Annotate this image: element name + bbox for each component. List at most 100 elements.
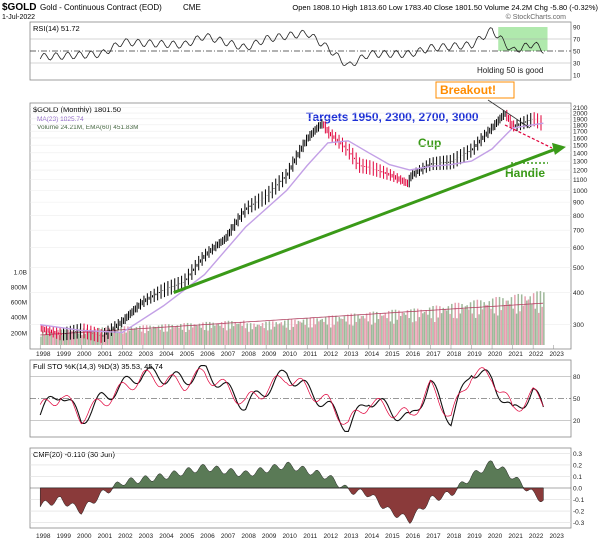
volume-bar xyxy=(362,315,364,345)
date-label: 1-Jul-2022 xyxy=(2,14,35,21)
volume-tick-label: 600M xyxy=(11,300,27,307)
volume-bar xyxy=(186,322,189,345)
rsi-tick-label: 50 xyxy=(573,49,581,56)
price-tick-label: 1100 xyxy=(573,177,587,184)
volume-bar xyxy=(94,328,97,345)
volume-bar xyxy=(52,332,54,345)
volume-bar xyxy=(227,320,230,345)
volume-bar xyxy=(220,322,223,345)
volume-bar xyxy=(278,323,281,345)
volume-bar xyxy=(493,313,496,345)
volume-bar xyxy=(174,326,177,345)
price-tick-label: 900 xyxy=(573,200,584,207)
volume-bar xyxy=(302,319,305,345)
price-legend-3: Volume 24.21M, EMA(60) 451.83M xyxy=(37,124,139,131)
volume-bar xyxy=(473,300,475,345)
symbol-label: $GOLD xyxy=(2,2,36,13)
cmf-tick-label: 0.1 xyxy=(573,474,582,481)
year-label-price: 2021 xyxy=(508,351,523,358)
volume-bar xyxy=(116,327,119,345)
volume-bar xyxy=(292,326,295,345)
volume-bar xyxy=(497,315,499,345)
volume-bar xyxy=(444,309,446,345)
volume-bar xyxy=(503,304,506,345)
volume-bar xyxy=(423,311,426,345)
trendline-arrow xyxy=(551,142,566,155)
volume-bar xyxy=(142,325,144,345)
year-label-cmf: 2004 xyxy=(159,533,174,540)
exchange-label: CME xyxy=(183,3,201,12)
year-label-cmf: 2012 xyxy=(324,533,339,540)
targets-annotation: Targets 1950, 2300, 2700, 3000 xyxy=(306,110,479,124)
year-label-price: 2018 xyxy=(447,351,462,358)
volume-bar xyxy=(53,330,56,345)
volume-bar xyxy=(255,326,257,345)
volume-bar xyxy=(347,314,349,345)
volume-bar xyxy=(468,309,470,345)
sto-tick-label: 20 xyxy=(573,418,581,425)
volume-bar xyxy=(324,317,327,345)
volume-bar xyxy=(268,321,271,345)
cmf-tick-label: -0.3 xyxy=(573,520,585,527)
volume-bar xyxy=(265,321,267,345)
volume-bar xyxy=(251,329,254,345)
volume-bar xyxy=(405,314,407,345)
volume-bar xyxy=(290,319,293,345)
volume-bar xyxy=(110,330,112,345)
volume-bar xyxy=(260,326,262,345)
volume-bar xyxy=(422,313,424,345)
volume-bar xyxy=(330,327,332,345)
volume-bar xyxy=(415,321,417,345)
price-tick-label: 1700 xyxy=(573,129,588,136)
volume-bar xyxy=(285,327,288,345)
volume-bar xyxy=(462,309,465,345)
volume-bar xyxy=(364,318,366,345)
volume-bar xyxy=(451,303,453,345)
volume-bar xyxy=(280,322,283,345)
volume-bar xyxy=(514,294,516,345)
volume-bar xyxy=(258,324,260,345)
volume-bar xyxy=(99,333,102,345)
volume-bar xyxy=(246,323,248,345)
volume-bar xyxy=(488,301,491,345)
volume-bar xyxy=(275,322,277,345)
volume-bar xyxy=(352,325,354,345)
volume-bar xyxy=(341,319,344,345)
volume-bar xyxy=(81,335,83,345)
year-label-cmf: 2005 xyxy=(180,533,195,540)
volume-bar xyxy=(207,330,209,345)
volume-bar xyxy=(203,330,206,345)
volume-bar xyxy=(295,324,298,345)
price-tick-label: 1800 xyxy=(573,122,588,129)
volume-bar xyxy=(243,320,245,345)
price-tick-label: 1400 xyxy=(573,150,588,157)
volume-bar xyxy=(208,321,211,345)
sto-k-line xyxy=(39,365,544,432)
volume-bar xyxy=(133,328,136,345)
volume-bar xyxy=(120,326,122,345)
volume-bar xyxy=(55,333,58,345)
volume-bar xyxy=(306,318,308,345)
copyright-label: © StockCharts.com xyxy=(506,13,567,21)
volume-bar xyxy=(459,313,462,345)
volume-bar xyxy=(244,328,247,345)
volume-bar xyxy=(537,312,540,345)
volume-bar xyxy=(301,322,303,345)
description-label: Gold - Continuous Contract (EOD) xyxy=(40,3,162,12)
volume-bar xyxy=(128,330,131,345)
year-label-cmf: 2015 xyxy=(385,533,400,540)
volume-bar xyxy=(48,331,51,345)
volume-bar xyxy=(413,308,416,345)
volume-bar xyxy=(103,334,105,345)
volume-bar xyxy=(430,318,433,345)
volume-bar xyxy=(104,327,107,345)
breakout-annotation: Breakout! xyxy=(440,83,496,97)
volume-bar xyxy=(399,316,402,345)
volume-bar xyxy=(532,293,535,345)
volume-bar xyxy=(515,313,518,345)
year-label-price: 2009 xyxy=(262,351,277,358)
volume-bar xyxy=(147,330,150,345)
volume-bar xyxy=(123,326,126,345)
volume-bar xyxy=(529,296,531,345)
